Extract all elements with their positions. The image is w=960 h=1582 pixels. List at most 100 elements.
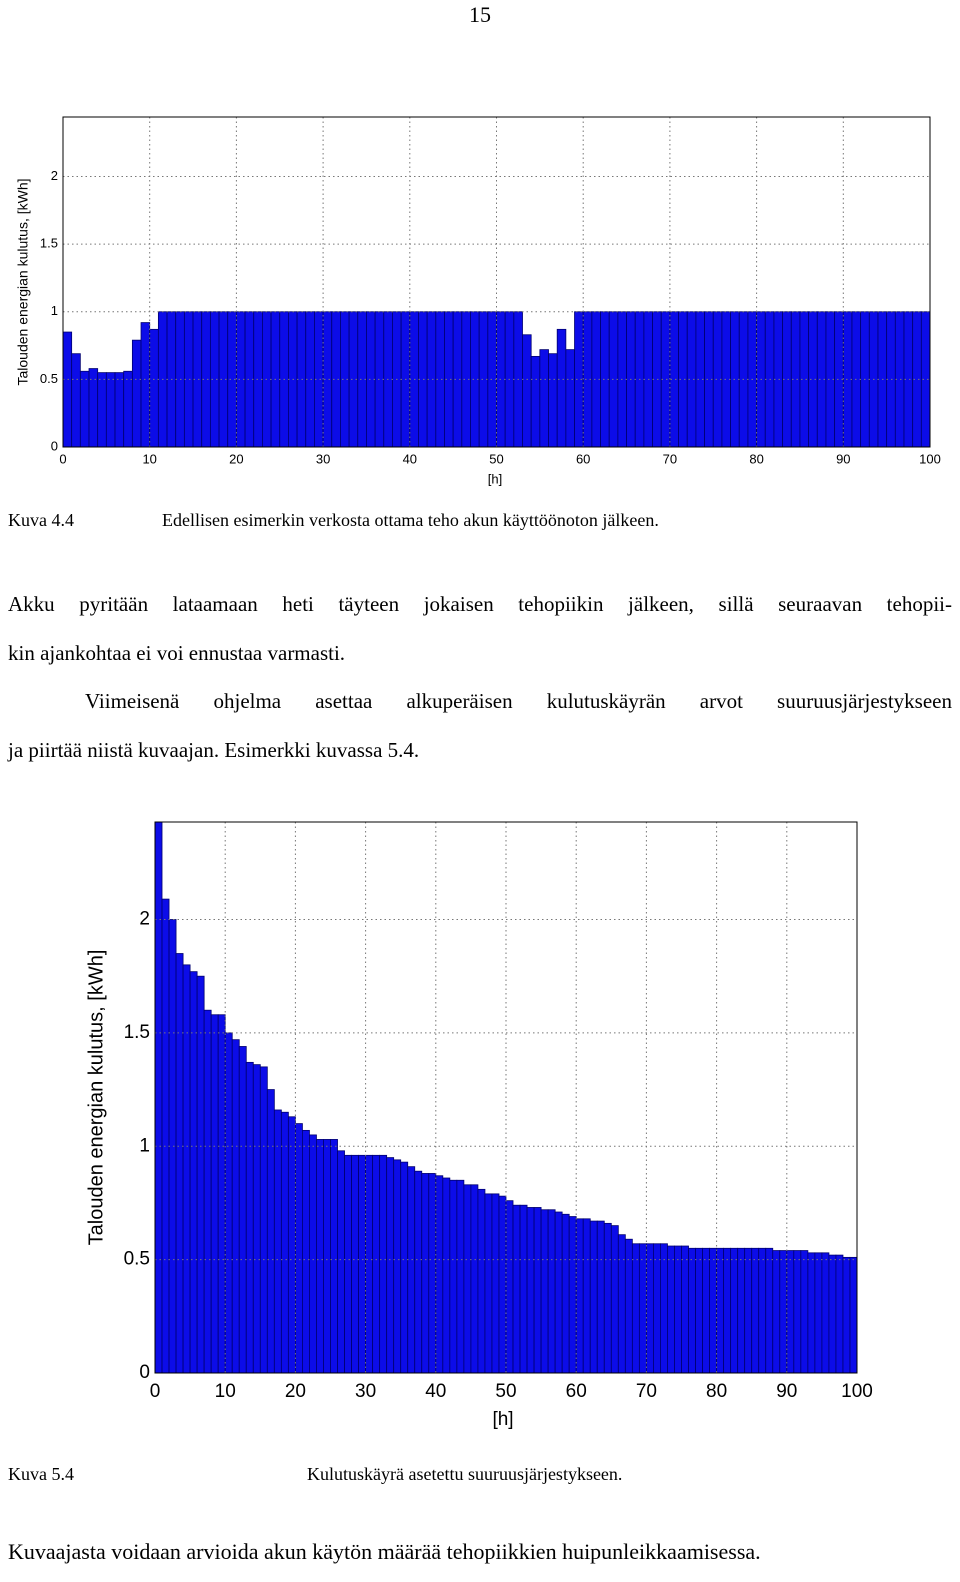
bar [330, 1139, 338, 1374]
bar [456, 1179, 465, 1374]
bar [238, 1046, 247, 1374]
bar [161, 898, 170, 1374]
bar [407, 1166, 416, 1374]
y-tick-label: 0 [139, 1362, 150, 1383]
y-tick-label: 0.5 [40, 371, 58, 386]
bar [245, 1061, 254, 1374]
x-tick-label: 30 [316, 451, 330, 466]
bar [758, 1247, 767, 1374]
bar [365, 1154, 374, 1374]
bar [323, 1139, 331, 1374]
bar [491, 1193, 500, 1374]
bar [414, 1170, 423, 1374]
bar [210, 1014, 219, 1374]
bar [610, 1225, 619, 1374]
bar [548, 353, 558, 448]
bar [231, 1039, 240, 1374]
bar [730, 1247, 739, 1374]
bar [540, 1209, 549, 1374]
x-tick-label: 90 [836, 451, 850, 466]
x-tick-label: 100 [841, 1381, 873, 1402]
y-tick-label: 1 [51, 303, 58, 318]
bar [522, 334, 532, 448]
bar [337, 1150, 345, 1374]
bar [512, 1204, 521, 1374]
bar [565, 349, 575, 448]
bar [779, 1250, 788, 1374]
y-axis-label: Talouden energian kulutus, [kWh] [85, 950, 107, 1246]
bar [379, 1154, 388, 1374]
bar [765, 1247, 774, 1374]
bar [273, 1109, 282, 1374]
y-tick-label: 2 [51, 168, 58, 183]
bar [589, 1220, 598, 1374]
x-tick-label: 80 [706, 1381, 727, 1402]
bar [452, 311, 463, 448]
bar [688, 1247, 696, 1374]
bar [674, 1245, 682, 1374]
bar [266, 1089, 275, 1374]
bar [351, 1154, 359, 1374]
bar [547, 1209, 556, 1374]
bar [737, 1247, 746, 1374]
bar [709, 1247, 718, 1374]
bar [582, 1218, 591, 1374]
bar [575, 1218, 584, 1374]
bar [302, 1129, 310, 1374]
bar [716, 1247, 725, 1374]
bar [421, 1173, 430, 1374]
bar [842, 1256, 851, 1374]
x-tick-label: 30 [355, 1381, 376, 1402]
bar [114, 372, 125, 448]
y-tick-label: 1.5 [124, 1022, 150, 1043]
bar [660, 1243, 668, 1374]
bar [182, 964, 191, 1374]
bar [596, 1220, 605, 1374]
chart: 00.511.520 10 20 30 40 50 60 70 80 90 100[h]Taloud… [85, 821, 873, 1430]
bar [556, 328, 567, 448]
y-tick-label: 2 [139, 909, 150, 930]
bar [71, 353, 81, 448]
y-tick-label: 0 [51, 438, 58, 453]
bar [751, 1247, 760, 1374]
bar [449, 1179, 458, 1374]
bar [131, 339, 142, 448]
bar [123, 370, 133, 448]
x-tick-label: 60 [566, 1381, 587, 1402]
x-tick-label: 100 [919, 451, 941, 466]
x-tick-label: 0 [150, 1381, 161, 1402]
bar [149, 328, 159, 448]
bar [667, 1245, 675, 1374]
x-tick-label: 70 [636, 1381, 657, 1402]
bar [617, 1234, 626, 1374]
bar [603, 1222, 612, 1374]
bar [723, 1247, 732, 1374]
x-tick-label: 20 [229, 451, 243, 466]
bar [203, 1009, 212, 1374]
bar [533, 1207, 542, 1374]
bar [814, 1252, 823, 1374]
bar [189, 971, 198, 1374]
bar [568, 1216, 577, 1374]
y-tick-label: 1.5 [40, 236, 58, 251]
bar [175, 953, 184, 1374]
x-tick-label: 40 [425, 1381, 446, 1402]
x-tick-label: 90 [776, 1381, 797, 1402]
bar [530, 355, 541, 448]
bar [477, 1188, 486, 1374]
bar [79, 370, 90, 448]
bar [97, 372, 107, 448]
x-tick-label: 10 [215, 1381, 236, 1402]
text-line: kin ajankohtaa ei voi ennustaa varmasti. [8, 641, 346, 665]
bar [344, 1154, 352, 1374]
bar [828, 1254, 837, 1374]
bar [442, 1177, 451, 1374]
bar [695, 1247, 703, 1374]
x-axis-label: [h] [488, 471, 502, 486]
bar [702, 1247, 710, 1374]
bar [631, 1243, 640, 1374]
bar [196, 975, 205, 1374]
y-tick-label: 1 [139, 1135, 150, 1156]
x-tick-label: 80 [749, 451, 763, 466]
bar [280, 1111, 289, 1374]
